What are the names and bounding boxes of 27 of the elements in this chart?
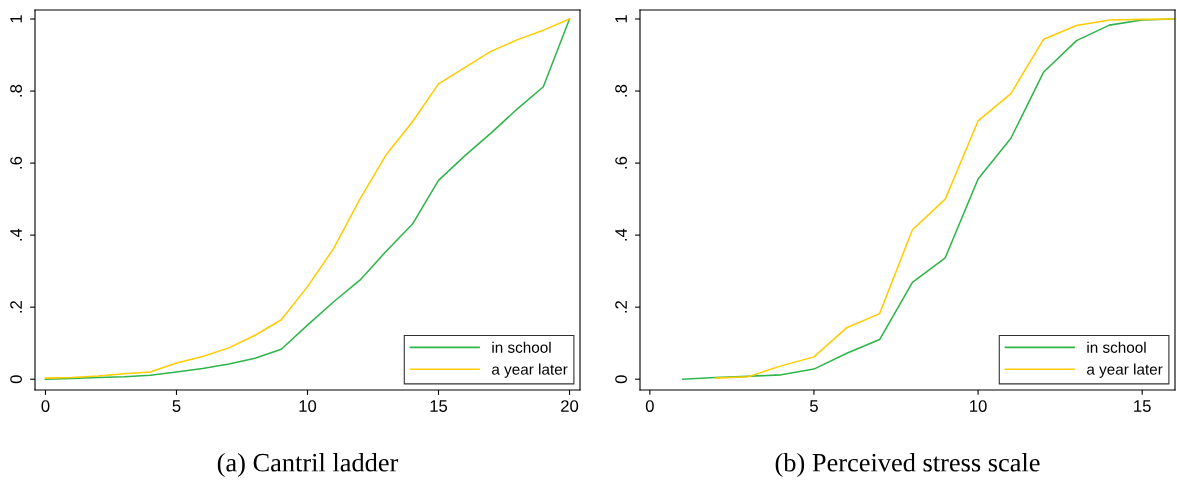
- x-tick-label: 0: [645, 400, 654, 412]
- legend-label: in school: [1087, 341, 1146, 353]
- legend-label: a year later: [492, 363, 568, 378]
- x-tick-label: 5: [809, 400, 818, 412]
- y-tick-label: .2: [10, 301, 22, 313]
- legend-label: a year later: [1087, 363, 1163, 378]
- x-tick-label: 10: [970, 400, 987, 412]
- x-tick-label: 20: [561, 400, 579, 412]
- y-tick-label: .4: [10, 228, 22, 241]
- x-tick-label: 15: [1134, 400, 1151, 412]
- y-tick-label: 0: [615, 375, 627, 384]
- y-tick-label: 0: [10, 375, 22, 384]
- x-tick-label: 5: [172, 400, 181, 412]
- y-tick-label: 1: [615, 15, 627, 23]
- text: (b) Perceived stress scale: [775, 453, 1040, 477]
- x-tick-label: 10: [299, 400, 317, 412]
- y-tick-label: .8: [615, 84, 627, 97]
- y-tick-label: .8: [10, 84, 22, 97]
- x-tick-label: 15: [430, 400, 448, 412]
- y-tick-label: 1: [10, 15, 22, 23]
- y-tick-label: .6: [615, 156, 627, 169]
- legend-label: in school: [492, 341, 551, 353]
- x-tick-label: 0: [41, 400, 50, 412]
- y-tick-label: .4: [615, 228, 627, 241]
- y-tick-label: .2: [615, 301, 627, 313]
- text: (a) Cantril ladder: [217, 453, 399, 477]
- y-tick-label: .6: [10, 156, 22, 169]
